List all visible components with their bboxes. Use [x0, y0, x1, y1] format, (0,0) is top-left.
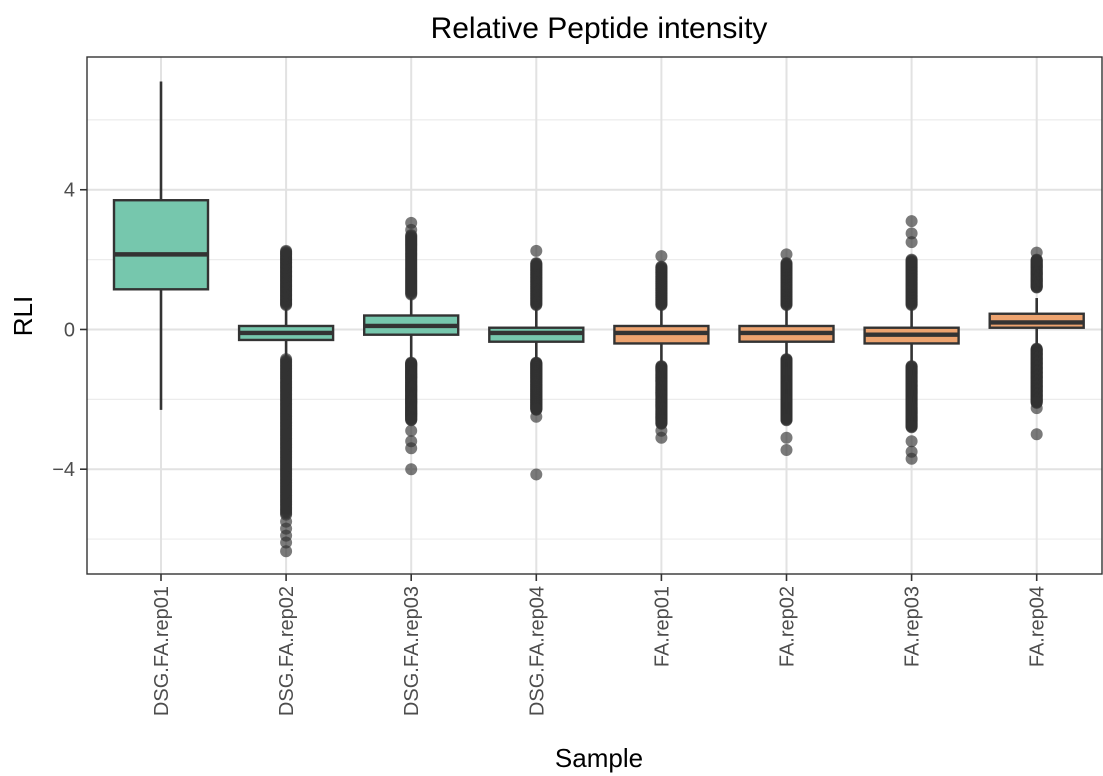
x-tick-label: DSG.FA.rep02 — [276, 586, 298, 716]
outlier-point — [530, 410, 543, 423]
outlier-point — [280, 536, 293, 549]
outlier-point — [280, 244, 293, 257]
outlier-point — [655, 431, 668, 444]
outlier-point — [905, 215, 918, 228]
outlier-point — [405, 424, 418, 437]
box-DSG.FA.rep04 — [488, 244, 585, 481]
outlier-point — [905, 236, 918, 249]
outlier-point — [530, 257, 543, 270]
grid-layer — [87, 57, 1102, 574]
outlier-point — [280, 545, 293, 558]
box-FA.rep02 — [738, 248, 835, 456]
x-axis-title: Sample — [555, 743, 643, 773]
outlier-point — [905, 421, 918, 434]
box-DSG.FA.rep02 — [237, 244, 335, 558]
outlier-point — [405, 414, 418, 427]
box-FA.rep04 — [988, 246, 1085, 441]
outlier-point — [905, 253, 918, 266]
y-tick-label: 4 — [64, 180, 75, 202]
outlier-point — [780, 443, 793, 456]
plot-panel-border — [86, 56, 1103, 575]
x-tick-label: DSG.FA.rep01 — [151, 586, 173, 716]
outlier-point — [905, 435, 918, 448]
x-tick-label: FA.rep04 — [1027, 586, 1049, 667]
box-FA.rep03 — [863, 215, 960, 465]
x-tick-label: DSG.FA.rep03 — [401, 586, 423, 716]
outlier-point — [780, 431, 793, 444]
outlier-point — [530, 468, 543, 481]
box-layer — [112, 81, 1085, 558]
outlier-point — [405, 463, 418, 476]
outlier-point — [905, 227, 918, 240]
axis-layer: −4 0 4 DSG.FA.rep01 DSG.FA.rep02 DSG.FA.rep03… — [52, 180, 1049, 716]
box-iqr — [112, 199, 210, 291]
outlier-point — [530, 244, 543, 257]
y-tick-label: 0 — [64, 319, 75, 341]
box-FA.rep01 — [613, 250, 710, 444]
outlier-point — [655, 260, 668, 273]
box-DSG.FA.rep01 — [112, 81, 210, 410]
outlier-point — [655, 250, 668, 263]
y-axis-title: RLI — [8, 296, 38, 336]
outlier-point — [1030, 428, 1043, 441]
chart-title: Relative Peptide intensity — [431, 12, 768, 45]
outlier-point — [1030, 402, 1043, 415]
y-tick-label: −4 — [52, 459, 75, 481]
x-tick-label: DSG.FA.rep04 — [526, 586, 548, 716]
outlier-point — [405, 442, 418, 455]
box-DSG.FA.rep03 — [363, 216, 460, 476]
outlier-point — [780, 414, 793, 427]
outlier-point — [905, 452, 918, 465]
outlier-point — [780, 248, 793, 261]
outlier-point — [1030, 246, 1043, 259]
outlier-point — [780, 257, 793, 270]
x-tick-label: FA.rep01 — [651, 586, 673, 667]
x-tick-label: FA.rep03 — [902, 586, 924, 667]
x-tick-label: FA.rep02 — [777, 586, 799, 667]
outlier-point — [405, 216, 418, 229]
